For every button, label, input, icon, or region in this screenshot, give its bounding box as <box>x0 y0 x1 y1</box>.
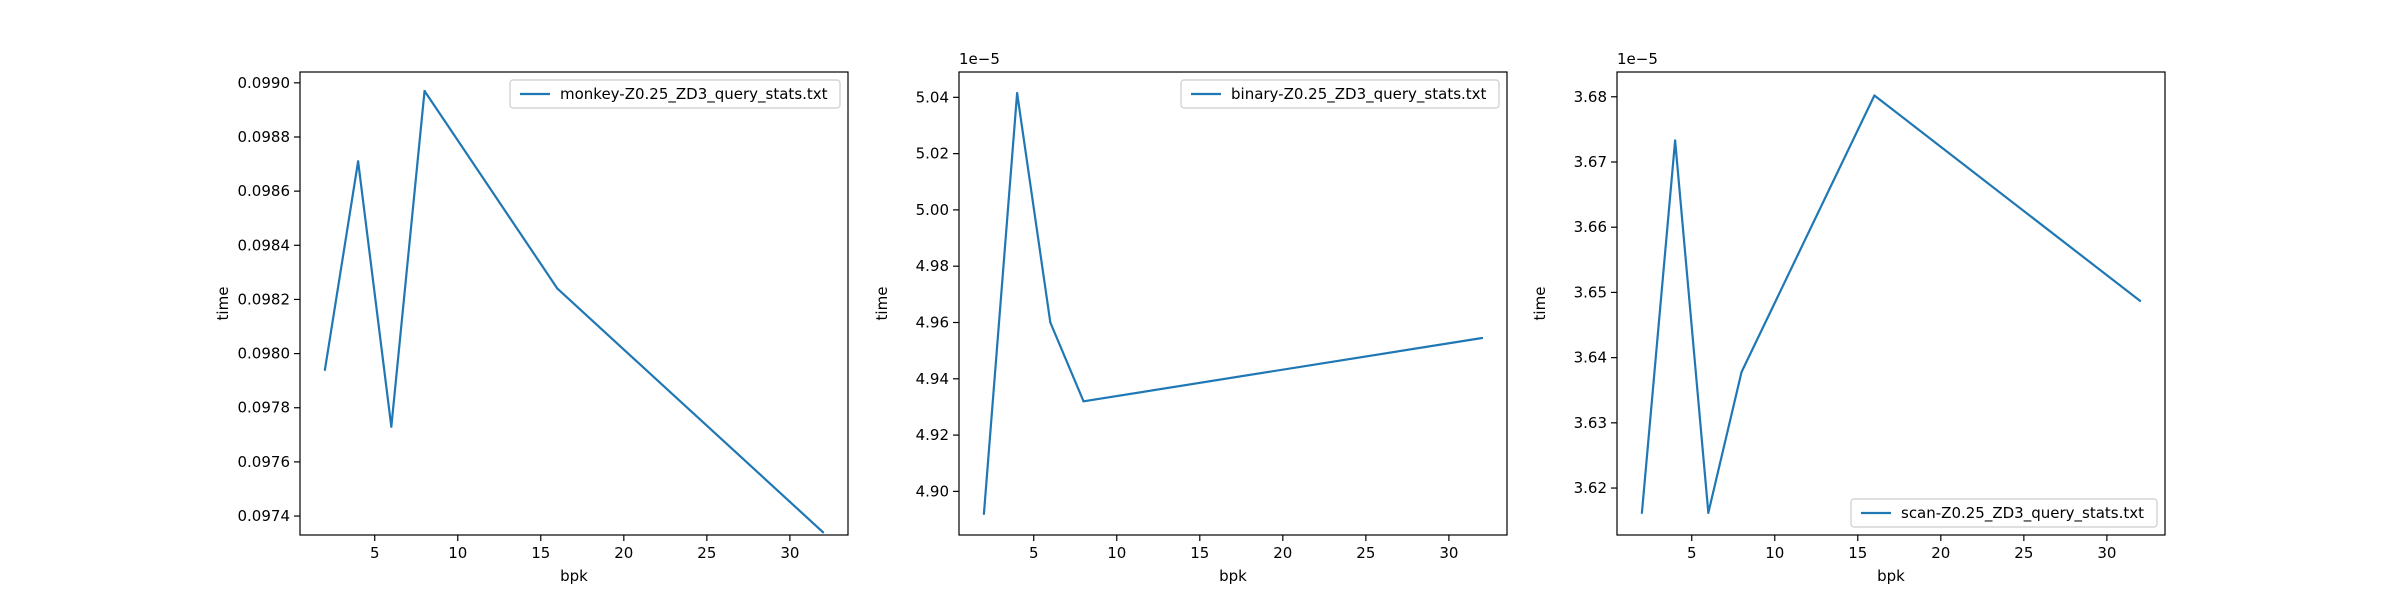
data-point <box>1049 321 1052 324</box>
y-tick-label: 0.0978 <box>238 399 291 417</box>
x-tick-label: 20 <box>614 544 633 562</box>
y-tick-label: 3.66 <box>1574 218 1607 236</box>
x-tick-label: 25 <box>1356 544 1375 562</box>
legend-box <box>1180 79 1500 109</box>
x-tick-label: 10 <box>448 544 467 562</box>
legend-box <box>1850 498 2158 528</box>
x-tick-label: 25 <box>2014 544 2033 562</box>
data-point <box>323 368 327 371</box>
y-tick-label: 5.02 <box>916 145 949 163</box>
chart-panel-3: 5 10 15 20 25 30 3.62 3.63 3.64 3.65 3.66 3.67 3.68 1… <box>1531 50 2166 585</box>
legend-entry: scan-Z0.25_ZD3_query_stats.txt <box>1901 504 2144 523</box>
y-tick-label: 0.0974 <box>238 507 291 525</box>
y-tick-label: 3.63 <box>1574 414 1607 432</box>
y-tick-label: 5.04 <box>916 88 949 106</box>
x-axis-label: bpk <box>1219 567 1247 585</box>
data-point <box>423 89 426 93</box>
axes-frame <box>958 71 1508 536</box>
y-tick-label: 3.64 <box>1574 349 1607 367</box>
y-tick-label: 4.94 <box>916 370 949 388</box>
y-tick-label: 3.67 <box>1574 153 1607 171</box>
x-tick-label: 30 <box>780 544 799 562</box>
y-tick-label: 3.62 <box>1574 479 1607 497</box>
x-tick-label: 20 <box>1931 544 1950 562</box>
x-tick-label: 25 <box>697 544 716 562</box>
y-tick-label: 0.0980 <box>238 345 291 363</box>
chart-panel-1: 5 10 15 20 25 30 0.0974 0.0976 0.0978 0.0980 0.098… <box>214 71 849 585</box>
legend: scan-Z0.25_ZD3_query_stats.txt <box>1850 498 2158 528</box>
x-tick-label: 15 <box>531 544 550 562</box>
y-tick-label: 0.0982 <box>238 290 291 308</box>
x-axis-label: bpk <box>560 567 588 585</box>
axes-frame <box>299 71 849 536</box>
data-point <box>556 287 559 290</box>
legend-box <box>509 79 841 109</box>
x-tick-label: 30 <box>1439 544 1458 562</box>
y-tick-label: 4.92 <box>916 426 949 444</box>
y-offset-label: 1e−5 <box>1617 50 1658 68</box>
y-tick-label: 4.96 <box>916 313 949 331</box>
data-point <box>1707 511 1710 514</box>
data-point <box>821 531 825 534</box>
data-point <box>1480 336 1484 340</box>
legend: monkey-Z0.25_ZD3_query_stats.txt <box>509 79 841 109</box>
y-tick-label: 0.0990 <box>238 74 291 92</box>
x-tick-label: 30 <box>2097 544 2116 562</box>
y-tick-label: 0.0986 <box>238 182 291 200</box>
x-tick-label: 15 <box>1190 544 1209 562</box>
x-tick-label: 5 <box>370 544 380 562</box>
y-tick-label: 4.90 <box>916 482 949 500</box>
y-tick-label: 0.0984 <box>238 236 291 254</box>
y-axis-label: time <box>873 287 891 321</box>
legend: binary-Z0.25_ZD3_query_stats.txt <box>1180 79 1500 109</box>
data-point <box>1873 94 1876 97</box>
x-tick-label: 15 <box>1848 544 1867 562</box>
y-offset-label: 1e−5 <box>959 50 1000 68</box>
x-tick-label: 10 <box>1765 544 1784 562</box>
axes-frame <box>1616 71 2166 536</box>
data-point <box>982 512 986 515</box>
y-tick-label: 0.0976 <box>238 453 291 471</box>
x-axis-label: bpk <box>1877 567 1905 585</box>
y-tick-label: 3.68 <box>1574 88 1607 106</box>
data-point <box>1082 400 1085 403</box>
legend-entry: monkey-Z0.25_ZD3_query_stats.txt <box>560 85 828 104</box>
chart-panel-2: 5 10 15 20 25 30 4.90 4.92 4.94 4.96 4.98 5.00 5.02 5… <box>873 50 1508 585</box>
data-point <box>1674 139 1677 142</box>
x-tick-label: 10 <box>1107 544 1126 562</box>
y-tick-label: 3.65 <box>1574 283 1607 301</box>
data-point <box>2138 299 2142 302</box>
legend-entry: binary-Z0.25_ZD3_query_stats.txt <box>1231 85 1487 104</box>
y-axis-label: time <box>214 287 232 321</box>
data-point <box>1016 92 1019 95</box>
x-tick-label: 5 <box>1029 544 1039 562</box>
data-point <box>1740 370 1743 374</box>
y-tick-label: 0.0988 <box>238 128 291 146</box>
series-line-1 <box>323 89 824 534</box>
y-axis-label: time <box>1531 287 1549 321</box>
x-tick-label: 5 <box>1687 544 1697 562</box>
y-tick-label: 5.00 <box>916 201 949 219</box>
data-point <box>390 425 393 428</box>
series-line-1 <box>1640 94 2141 514</box>
y-tick-label: 4.98 <box>916 257 949 275</box>
data-point <box>357 160 360 163</box>
data-point <box>1640 511 1644 514</box>
series-line-1 <box>982 92 1483 514</box>
x-tick-label: 20 <box>1273 544 1292 562</box>
